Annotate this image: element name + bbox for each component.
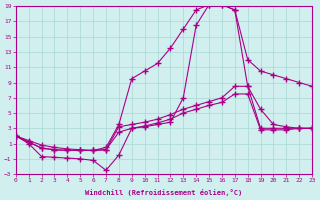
X-axis label: Windchill (Refroidissement éolien,°C): Windchill (Refroidissement éolien,°C) [85,189,243,196]
